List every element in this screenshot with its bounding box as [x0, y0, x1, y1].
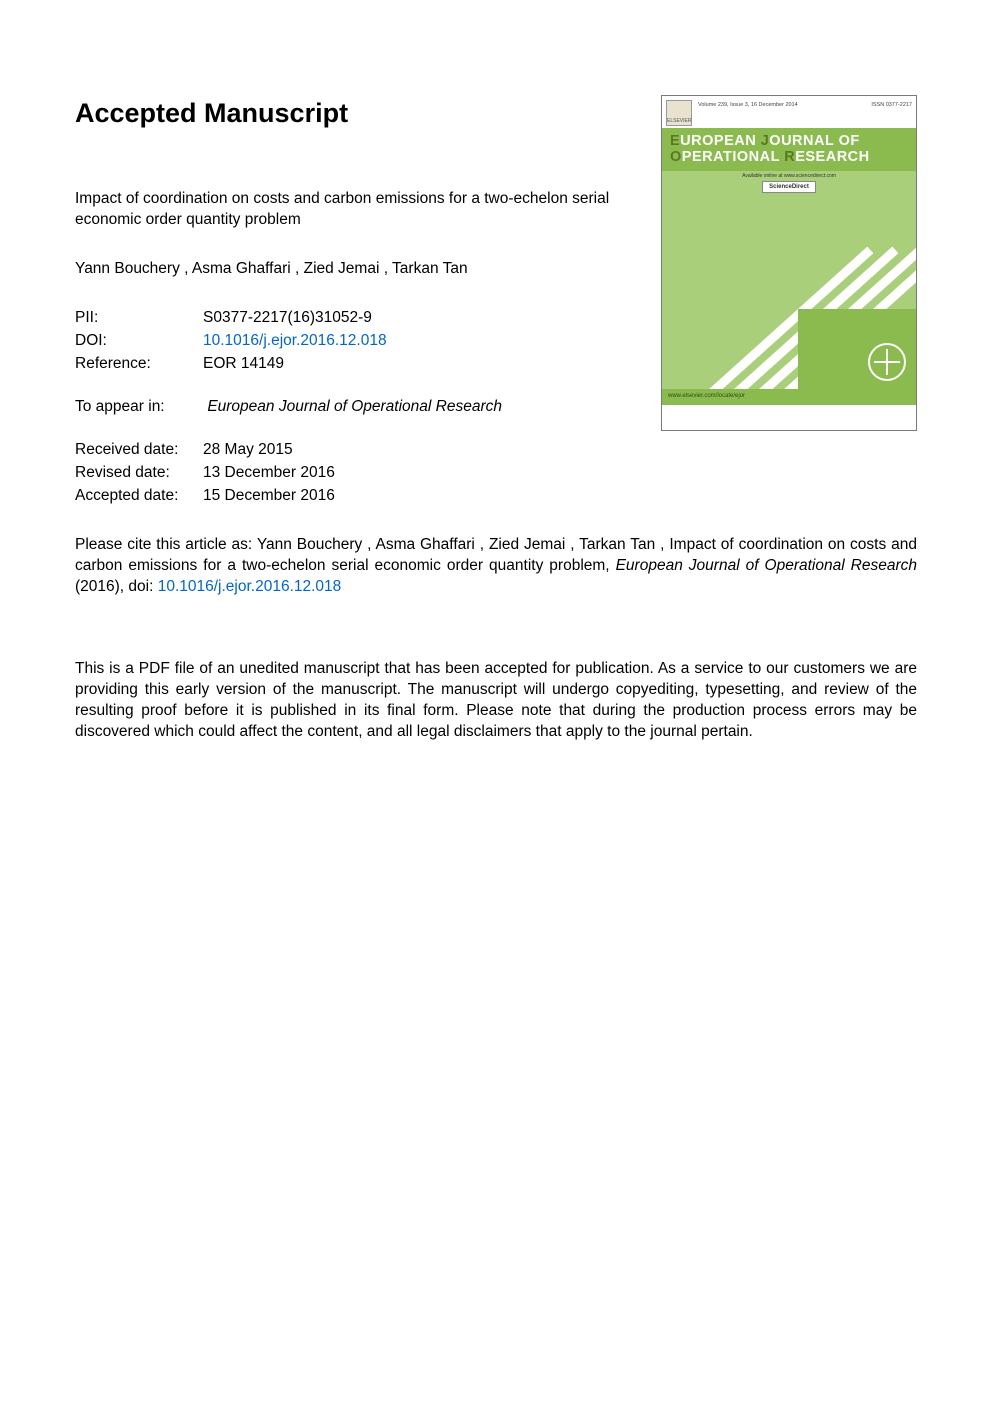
citation-doi-link[interactable]: 10.1016/j.ejor.2016.12.018: [158, 578, 342, 595]
cover-footer-url: www.elsevier.com/locate/ejor: [662, 389, 916, 405]
cover-journal-title: EUROPEAN JOURNAL OF OPERATIONAL RESEARCH: [670, 134, 908, 166]
to-appear-in-label: To appear in:: [75, 397, 203, 418]
cover-subband: Available online at www.sciencedirect.co…: [662, 171, 916, 195]
dates-table: Received date: 28 May 2015 Revised date:…: [75, 440, 641, 507]
cover-artwork: www.elsevier.com/locate/ejor: [662, 195, 916, 405]
elsevier-logo: ELSEVIER: [666, 100, 692, 126]
reference-value: EOR 14149: [203, 354, 641, 375]
citation-journal: European Journal of Operational Research: [616, 557, 917, 574]
cover-issue-info: Volume 239, Issue 3, 16 December 2014: [692, 100, 871, 109]
cover-available-online: Available online at www.sciencedirect.co…: [662, 173, 916, 180]
citation-block: Please cite this article as: Yann Bouche…: [75, 535, 917, 598]
doi-label: DOI:: [75, 331, 203, 352]
doi-link[interactable]: 10.1016/j.ejor.2016.12.018: [203, 331, 641, 352]
journal-cover-thumbnail: ELSEVIER Volume 239, Issue 3, 16 Decembe…: [661, 95, 917, 431]
manuscript-title: Impact of coordination on costs and carb…: [75, 189, 641, 231]
cover-topbar: ELSEVIER Volume 239, Issue 3, 16 Decembe…: [662, 96, 916, 128]
identifiers-table: PII: S0377-2217(16)31052-9 DOI: 10.1016/…: [75, 308, 641, 375]
cover-title-band: EUROPEAN JOURNAL OF OPERATIONAL RESEARCH: [662, 128, 916, 171]
revised-date-value: 13 December 2016: [203, 463, 641, 484]
accepted-date-label: Accepted date:: [75, 486, 203, 507]
page-heading: Accepted Manuscript: [75, 95, 641, 131]
eurologo-icon: [868, 343, 906, 381]
authors-list: Yann Bouchery , Asma Ghaffari , Zied Jem…: [75, 259, 641, 280]
citation-mid: (2016), doi:: [75, 578, 158, 595]
disclaimer-text: This is a PDF file of an unedited manusc…: [75, 659, 917, 743]
pii-label: PII:: [75, 308, 203, 329]
reference-label: Reference:: [75, 354, 203, 375]
received-date-value: 28 May 2015: [203, 440, 641, 461]
received-date-label: Received date:: [75, 440, 203, 461]
cover-issn: ISSN 0377-2217: [871, 100, 912, 109]
left-column: Accepted Manuscript Impact of coordinati…: [75, 95, 661, 535]
top-row: Accepted Manuscript Impact of coordinati…: [75, 95, 917, 535]
pii-value: S0377-2217(16)31052-9: [203, 308, 641, 329]
accepted-date-value: 15 December 2016: [203, 486, 641, 507]
to-appear-in-row: To appear in: European Journal of Operat…: [75, 397, 641, 418]
to-appear-in-value: European Journal of Operational Research: [207, 398, 502, 415]
sciencedirect-badge: ScienceDirect: [762, 181, 816, 193]
revised-date-label: Revised date:: [75, 463, 203, 484]
